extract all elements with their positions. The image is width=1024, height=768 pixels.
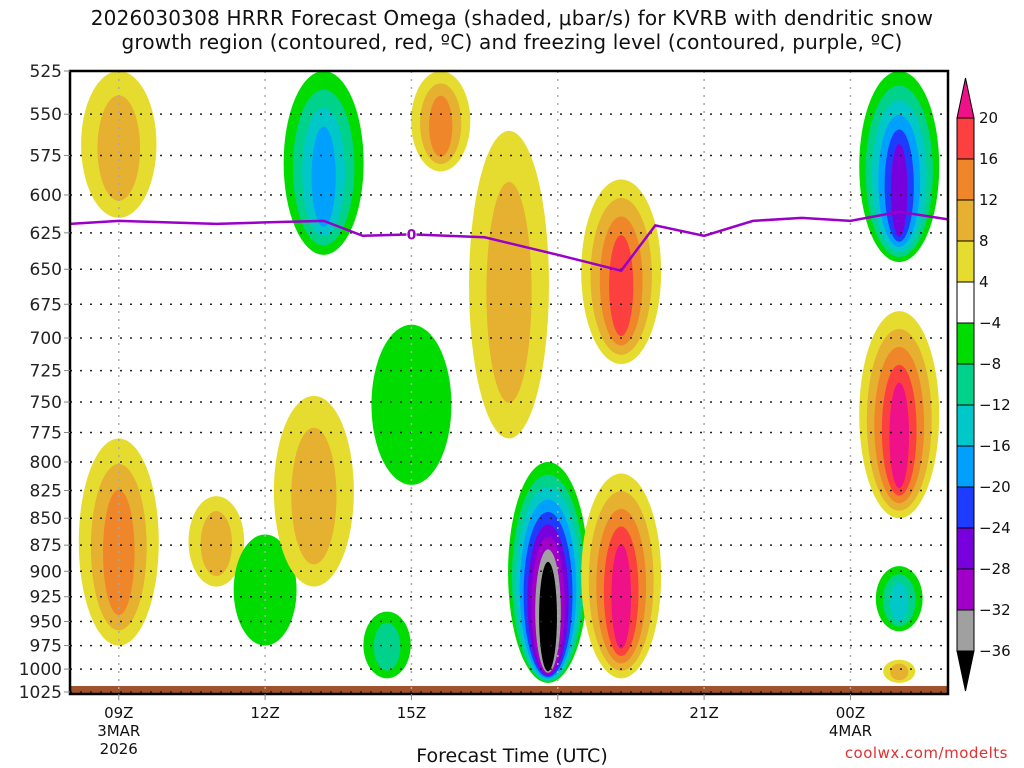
x-tick-sublabel: 3MAR [97,722,140,740]
x-tick-label: 00Z [836,704,865,722]
x-tick-label: 18Z [543,704,572,722]
x-tick-label: 09Z [104,704,133,722]
omega-shading [78,71,940,683]
freezing-level-contour: 0 [69,210,949,273]
y-tick-label: 525 [30,62,62,82]
colorbar-label: −8 [979,355,1001,373]
colorbar-label: −32 [979,601,1011,619]
chart-title: 2026030308 HRRR Forecast Omega (shaded, … [0,6,1024,54]
omega-contour-positive [890,663,909,681]
x-tick-sublabel: 2026 [100,740,138,758]
colorbar-bin [956,322,975,365]
colorbar-bin [956,486,975,529]
omega-contour-negative [890,144,908,237]
omega-contour-positive [97,95,141,201]
x-tick-label: 15Z [397,704,426,722]
colorbar-label: −4 [979,314,1001,332]
y-tick-label: 975 [30,637,62,657]
x-tick-label: 12Z [250,704,279,722]
colorbar-bin [956,609,975,652]
y-tick-label: 800 [30,453,62,473]
colorbar-label: −16 [979,437,1011,455]
y-tick-label: 675 [30,295,62,315]
omega-contour-positive [609,235,634,337]
colorbar-label: 4 [979,273,989,291]
colorbar: 20 16 12 8 4 −4 −8 −12 −16 −20 −24 −28 −32 −36 [956,77,1011,692]
colorbar-bin [956,281,975,324]
y-tick-label: 550 [30,105,62,125]
y-tick-label: 875 [30,536,62,556]
freezing-level-line [69,210,949,273]
colorbar-bin [956,117,975,160]
chart-title-line-1: 2026030308 HRRR Forecast Omega (shaded, … [90,6,934,30]
x-tick-label: 21Z [689,704,718,722]
omega-contour-negative [311,126,336,227]
colorbar-arrow-top [956,77,975,119]
colorbar-bin [956,445,975,488]
y-tick-label: 900 [30,562,62,582]
x-axis-title: Forecast Time (UTC) [416,745,608,767]
y-tick-label: 600 [30,186,62,206]
omega-contour-positive [486,182,532,403]
omega-contour-negative [539,561,557,672]
colorbar-label: 20 [979,109,998,127]
x-tick-sublabel: 4MAR [829,722,872,740]
colorbar-label: 8 [979,232,989,250]
colorbar-bin [956,363,975,406]
y-tick-label: 925 [30,588,62,608]
omega-contour-positive [429,95,453,157]
colorbar-label: −36 [979,642,1011,660]
colorbar-arrow-bottom [956,650,975,692]
y-tick-label: 625 [30,224,62,244]
colorbar-bin [956,527,975,570]
y-tick-label: 750 [30,393,62,413]
colorbar-bin [956,240,975,283]
colorbar-label: −24 [979,519,1011,537]
y-tick-label: 825 [30,482,62,502]
y-tick-label: 850 [30,509,62,529]
y-tick-label: 650 [30,260,62,280]
colorbar-bin [956,199,975,242]
credit-link[interactable]: coolwx.com/modelts [844,744,1008,762]
terrain-surface [70,686,948,694]
y-tick-label: 950 [30,612,62,632]
freezing-level-label-bg [406,225,417,242]
omega-contour-positive [200,511,233,577]
terrain-fill [70,686,948,694]
colorbar-label: −28 [979,560,1011,578]
omega-contour-negative [233,534,297,646]
y-axis: 525 550 575 600 625 650 675 700 725 750 775 800 825 8… [19,62,70,703]
y-tick-label: 575 [30,146,62,166]
y-tick-label: 775 [30,423,62,443]
colorbar-bin [956,158,975,201]
colorbar-bin [956,404,975,447]
chart-title-line-2: growth region (contoured, red, ºC) and f… [121,30,903,54]
colorbar-label: 16 [979,150,998,168]
omega-contour-negative [373,622,401,671]
y-tick-label: 1025 [19,683,62,703]
y-tick-label: 725 [30,362,62,382]
omega-contour-negative [890,582,909,622]
colorbar-label: 12 [979,191,998,209]
colorbar-bin [956,568,975,611]
plot-frame [68,69,950,696]
omega-contour-negative [371,324,452,485]
colorbar-label: −12 [979,396,1011,414]
y-tick-label: 1000 [19,660,62,680]
omega-contour-positive [889,382,910,489]
freezing-level-label: 0 [407,227,417,243]
y-tick-label: 700 [30,329,62,349]
colorbar-label: −20 [979,478,1011,496]
omega-contour-positive [291,427,337,565]
